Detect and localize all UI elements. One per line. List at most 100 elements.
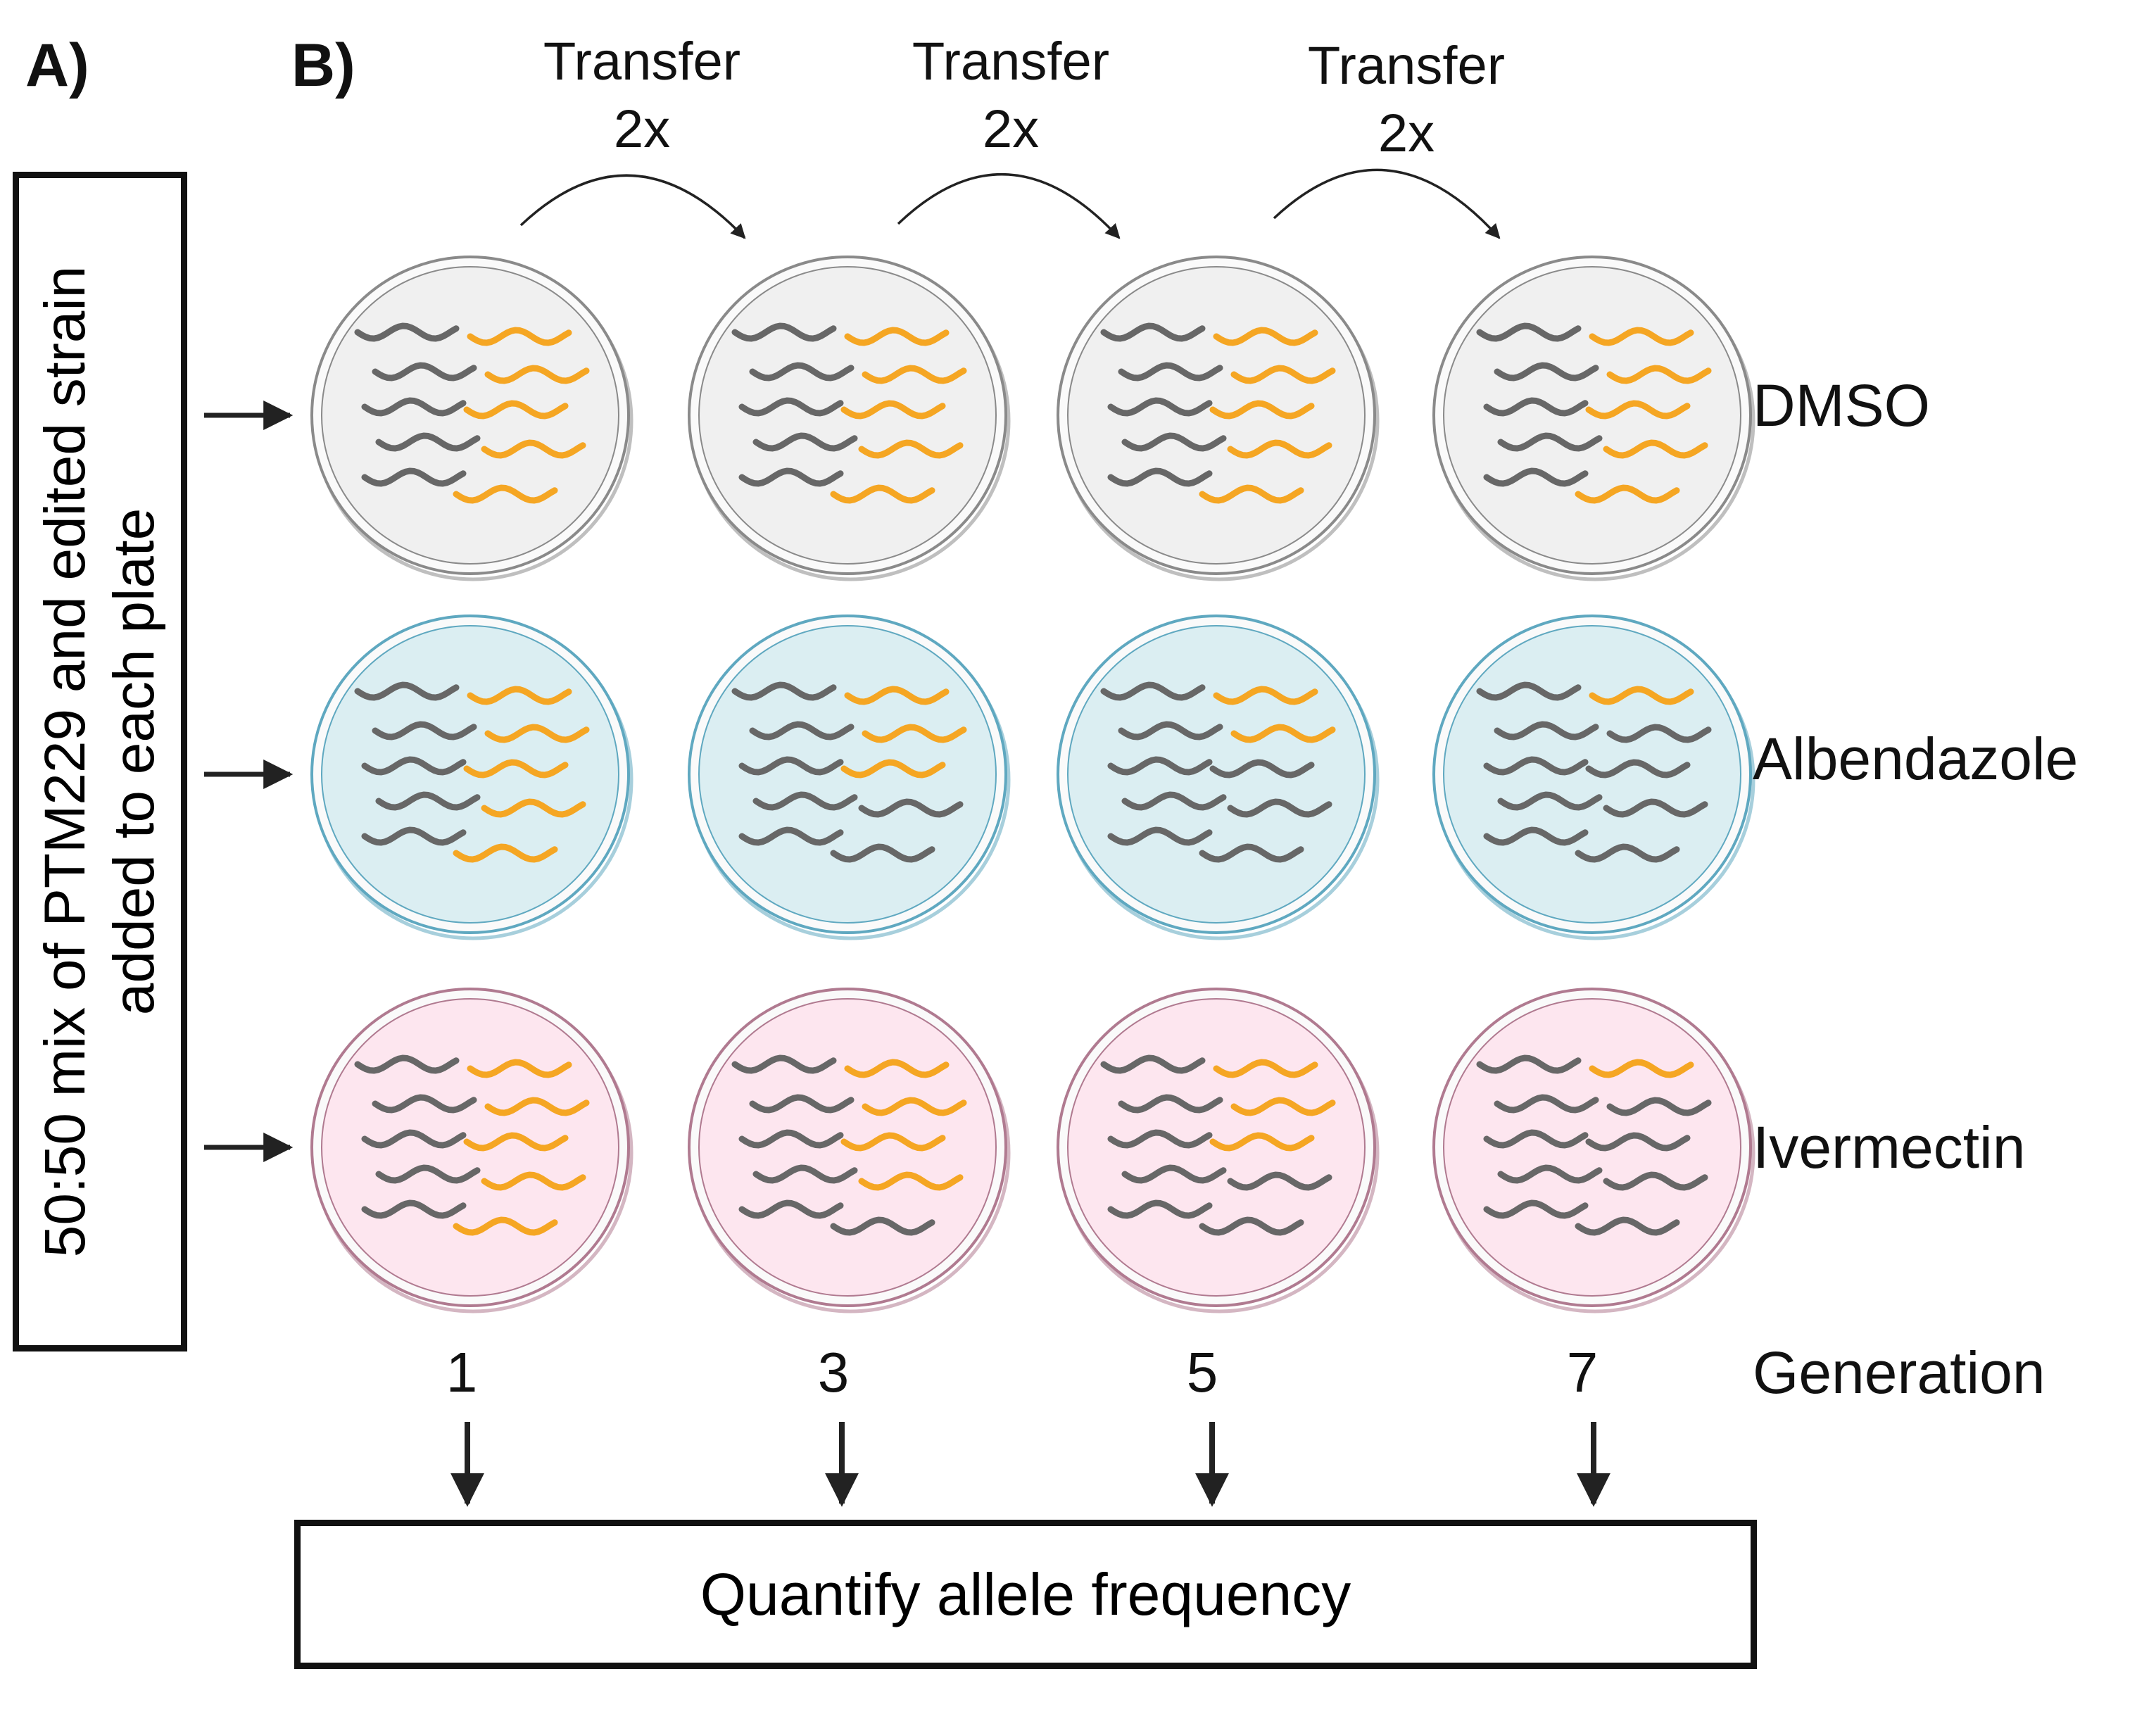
transfer-arrow	[897, 172, 1121, 239]
transfer-2-text: Transfer	[912, 32, 1110, 92]
petri-dish	[1057, 615, 1380, 940]
worm-wildtype	[1483, 467, 1589, 487]
worm-mutant	[830, 484, 935, 504]
worm-mutant	[453, 484, 558, 504]
panel-b-label: B)	[291, 32, 355, 99]
worm-wildtype	[731, 322, 837, 342]
worm-wildtype	[858, 798, 964, 818]
worm-mutant	[1606, 365, 1712, 384]
worm-wildtype	[1476, 681, 1582, 701]
petri-dish	[1057, 256, 1380, 581]
worm-wildtype	[1575, 843, 1680, 863]
petri-dish	[310, 256, 633, 581]
worm-mutant	[840, 759, 946, 779]
generation-label: Generation	[1753, 1340, 2045, 1406]
worm-mutant	[463, 1132, 569, 1152]
worm-wildtype	[361, 467, 467, 487]
petri-dish	[310, 988, 633, 1313]
worm-mutant	[844, 327, 950, 346]
row-label-ivermectin: Ivermectin	[1753, 1114, 2026, 1180]
worm-mutant	[463, 759, 569, 779]
worm-wildtype	[1476, 1054, 1582, 1074]
worm-wildtype	[1209, 759, 1315, 779]
worm-wildtype	[1497, 432, 1603, 452]
worm-wildtype	[375, 1164, 481, 1184]
worm-wildtype	[1585, 759, 1691, 779]
worm-wildtype	[1199, 843, 1304, 863]
worm-mutant	[1209, 400, 1315, 420]
worm-wildtype	[361, 1129, 467, 1149]
worm-mutant	[1213, 327, 1318, 346]
mix-box-line2: added to each plate	[102, 508, 166, 1016]
transfer-3-text: Transfer	[1307, 36, 1506, 96]
worm-wildtype	[361, 756, 467, 776]
worm-wildtype	[1118, 1094, 1223, 1114]
worm-mutant	[481, 1171, 586, 1191]
worm-mutant	[467, 686, 572, 705]
petri-dish	[1432, 256, 1755, 581]
worm-wildtype	[1483, 397, 1589, 417]
generation-value-5: 5	[1186, 1341, 1218, 1404]
worm-wildtype	[1118, 721, 1223, 741]
worm-wildtype	[738, 1199, 844, 1219]
worm-wildtype	[1603, 1171, 1708, 1191]
row-label-albendazole: Albendazole	[1753, 726, 2079, 792]
worm-wildtype	[1107, 756, 1213, 776]
worm-mutant	[1230, 1097, 1336, 1116]
worm-wildtype	[738, 1129, 844, 1149]
worm-mutant	[453, 843, 558, 863]
worm-wildtype	[361, 826, 467, 846]
worm-mutant	[481, 798, 586, 818]
worm-mutant	[844, 686, 950, 705]
worm-mutant	[1230, 365, 1336, 384]
worm-wildtype	[372, 1094, 477, 1114]
petri-dish	[1432, 615, 1755, 940]
worm-wildtype	[1107, 1129, 1213, 1149]
worm-wildtype	[1483, 1129, 1589, 1149]
worm-wildtype	[1121, 1164, 1227, 1184]
worm-mutant	[463, 400, 569, 420]
worm-mutant	[467, 1059, 572, 1078]
worm-mutant	[862, 724, 967, 743]
worm-wildtype	[1483, 1199, 1589, 1219]
worm-mutant	[467, 327, 572, 346]
worm-wildtype	[1118, 362, 1223, 382]
worm-mutant	[1575, 484, 1680, 504]
worm-wildtype	[1494, 1094, 1599, 1114]
worm-mutant	[858, 1171, 964, 1191]
worm-mutant	[1213, 686, 1318, 705]
worm-wildtype	[752, 432, 858, 452]
worm-wildtype	[749, 362, 855, 382]
quantify-text: Quantify allele frequency	[700, 1561, 1351, 1627]
worm-mutant	[862, 1097, 967, 1116]
petri-dish	[688, 615, 1011, 940]
worm-wildtype	[375, 432, 481, 452]
mix-box-text: 50:50 mix of PTM229 and edited strain ad…	[31, 199, 169, 1325]
worm-wildtype	[1107, 467, 1213, 487]
worm-wildtype	[1494, 362, 1599, 382]
worm-mutant	[840, 1132, 946, 1152]
transfer-label-2: Transfer 2x	[870, 28, 1152, 163]
panel-a-label: A)	[25, 32, 89, 99]
worm-wildtype	[1227, 1171, 1332, 1191]
worm-wildtype	[731, 1054, 837, 1074]
worm-wildtype	[1100, 681, 1206, 701]
transfer-1-text: Transfer	[543, 32, 741, 92]
worm-mutant	[1589, 327, 1694, 346]
quantify-box: Quantify allele frequency	[294, 1520, 1757, 1669]
worm-mutant	[844, 1059, 950, 1078]
worm-wildtype	[1121, 791, 1227, 811]
generation-value-1: 1	[446, 1341, 478, 1404]
worm-wildtype	[1494, 721, 1599, 741]
mix-box-line1: 50:50 mix of PTM229 and edited strain	[33, 265, 97, 1258]
worm-mutant	[484, 724, 590, 743]
worm-wildtype	[372, 721, 477, 741]
worm-wildtype	[731, 681, 837, 701]
worm-mutant	[1589, 686, 1694, 705]
worm-mutant	[484, 1097, 590, 1116]
transfer-arrow	[1273, 168, 1501, 239]
generation-value-3: 3	[817, 1341, 850, 1404]
transfer-label-3: Transfer 2x	[1266, 32, 1547, 168]
worm-wildtype	[752, 1164, 858, 1184]
worm-wildtype	[361, 397, 467, 417]
